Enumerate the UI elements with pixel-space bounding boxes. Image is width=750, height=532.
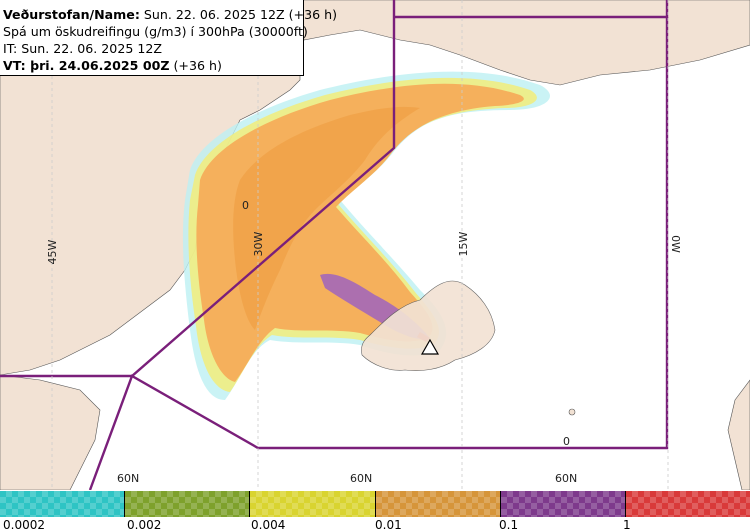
legend-swatch [0, 491, 126, 517]
legend-swatch [500, 491, 626, 517]
legend-swatch [625, 491, 750, 517]
legend-label: 0.002 [127, 518, 162, 532]
legend-label: 1 [623, 518, 631, 532]
island-dot [568, 408, 576, 416]
lon-label-15w: 15W [457, 231, 470, 256]
contour-zero-a: 0 [242, 199, 249, 212]
legend-label: 0.01 [375, 518, 402, 532]
graticule [51, 0, 669, 490]
greenland-north-coast [299, 0, 750, 86]
legend-swatch [125, 491, 251, 517]
lon-label-45w: 45W [46, 239, 59, 264]
lon-label-0w: 0W [669, 235, 682, 253]
ash-cloud-core [233, 106, 420, 330]
lat-label-60n-a: 60N [117, 472, 139, 485]
norway-coast [727, 379, 750, 490]
header-valid-offset: (+36 h) [169, 58, 222, 73]
legend-labels: 0.0002 0.002 0.004 0.01 0.1 1 [0, 518, 750, 532]
legend-swatch [250, 491, 376, 517]
lon-label-30w: 30W [252, 231, 265, 256]
concentration-legend: 0.0002 0.002 0.004 0.01 0.1 1 [0, 490, 750, 532]
legend-color-bar [0, 491, 750, 517]
header-valid-time: VT: þri. 24.06.2025 00Z [3, 58, 170, 73]
contour-zero-b: 0 [563, 435, 570, 448]
lat-label-60n-c: 60N [555, 472, 577, 485]
header-initial-time: IT: Sun. 22. 06. 2025 12Z [3, 41, 163, 56]
header-forecast-description: Spá um öskudreifingu (g/m3) í 300hPa (30… [3, 24, 308, 39]
volcano-marker-icon [420, 338, 440, 355]
greenland-south-tip [0, 374, 101, 490]
legend-label: 0.1 [499, 518, 519, 532]
header-date: Sun. 22. 06. 2025 12Z (+36 h) [139, 7, 338, 22]
legend-label: 0.004 [251, 518, 286, 532]
legend-label: 0.0002 [3, 518, 45, 532]
ash-dispersion-map: 45W 30W 15W 0W 60N 60N 60N 0 0 [0, 0, 750, 490]
header-source-label: Veðurstofan/Name: [3, 7, 140, 22]
forecast-info-box: Veðurstofan/Name: Sun. 22. 06. 2025 12Z … [0, 0, 337, 76]
lat-label-60n-b: 60N [350, 472, 372, 485]
legend-swatch [375, 491, 501, 517]
